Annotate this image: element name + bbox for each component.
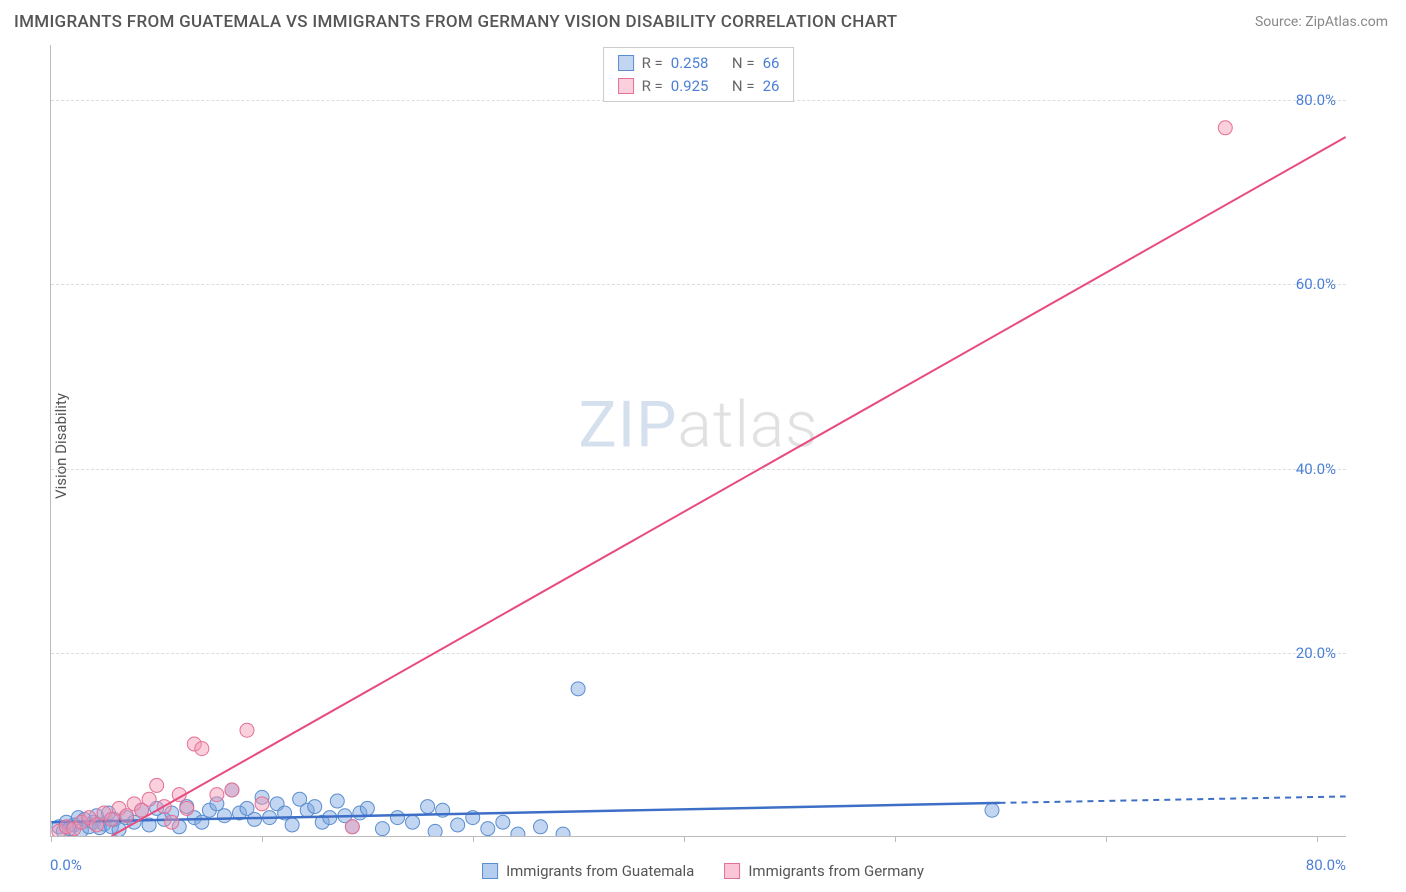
x-tick-mark — [1317, 836, 1318, 842]
scatter-point — [255, 797, 269, 811]
x-tick-mark — [51, 836, 52, 842]
scatter-point — [481, 822, 495, 836]
scatter-point — [556, 827, 570, 836]
scatter-point — [571, 682, 585, 696]
n-value: 66 — [763, 52, 780, 75]
scatter-point — [375, 822, 389, 836]
scatter-point — [330, 794, 344, 808]
x-tick-mark — [1106, 836, 1107, 842]
scatter-point — [345, 820, 359, 834]
scatter-point — [390, 811, 404, 825]
y-tick-label: 80.0% — [1296, 91, 1336, 109]
scatter-point — [511, 827, 525, 836]
scatter-point — [210, 788, 224, 802]
series-swatch — [618, 78, 634, 94]
scatter-point — [428, 824, 442, 836]
series-swatch — [618, 55, 634, 71]
legend-swatch — [482, 863, 498, 879]
scatter-point — [89, 818, 103, 832]
stats-row: R = 0.925 N = 26 — [618, 75, 780, 98]
x-axis-max-label: 80.0% — [1306, 856, 1346, 874]
n-label: N = — [732, 52, 755, 75]
y-tick-label: 20.0% — [1296, 644, 1336, 662]
x-tick-mark — [684, 836, 685, 842]
source-attribution: Source: ZipAtlas.com — [1255, 14, 1388, 30]
legend-item: Immigrants from Germany — [724, 862, 924, 880]
scatter-point — [285, 818, 299, 832]
scatter-point — [195, 742, 209, 756]
scatter-point — [451, 818, 465, 832]
n-value: 26 — [763, 75, 780, 98]
scatter-point — [225, 783, 239, 797]
legend-item: Immigrants from Guatemala — [482, 862, 694, 880]
correlation-stats-box: R = 0.258 N = 66 R = 0.925 N = 26 — [603, 47, 795, 102]
r-value: 0.258 — [671, 52, 709, 75]
stats-row: R = 0.258 N = 66 — [618, 52, 780, 75]
n-label: N = — [732, 75, 755, 98]
x-axis-min-label: 0.0% — [50, 856, 82, 874]
y-tick-label: 60.0% — [1296, 275, 1336, 293]
scatter-point — [240, 723, 254, 737]
scatter-point — [142, 792, 156, 806]
scatter-point — [496, 815, 510, 829]
x-tick-mark — [262, 836, 263, 842]
scatter-point — [533, 820, 547, 834]
scatter-point — [180, 801, 194, 815]
regression-line-extrapolated — [1000, 796, 1346, 802]
scatter-point — [217, 809, 231, 823]
legend: Immigrants from Guatemala Immigrants from… — [482, 862, 924, 880]
scatter-point — [165, 815, 179, 829]
chart-plot-area: R = 0.258 N = 66 R = 0.925 N = 26 ZIPatl… — [50, 45, 1346, 837]
legend-label: Immigrants from Germany — [748, 862, 924, 880]
scatter-svg — [51, 45, 1346, 836]
scatter-point — [308, 800, 322, 814]
scatter-point — [1218, 121, 1232, 135]
r-label: R = — [642, 52, 663, 75]
x-tick-mark — [473, 836, 474, 842]
scatter-point — [248, 812, 262, 826]
r-value: 0.925 — [671, 75, 709, 98]
x-tick-mark — [895, 836, 896, 842]
scatter-point — [120, 809, 134, 823]
chart-title: IMMIGRANTS FROM GUATEMALA VS IMMIGRANTS … — [14, 12, 897, 32]
legend-swatch — [724, 863, 740, 879]
scatter-point — [195, 815, 209, 829]
scatter-point — [406, 815, 420, 829]
scatter-point — [360, 801, 374, 815]
y-tick-label: 40.0% — [1296, 460, 1336, 478]
scatter-point — [150, 778, 164, 792]
legend-label: Immigrants from Guatemala — [506, 862, 694, 880]
scatter-point — [985, 803, 999, 817]
scatter-point — [421, 800, 435, 814]
regression-line — [112, 137, 1346, 836]
r-label: R = — [642, 75, 663, 98]
